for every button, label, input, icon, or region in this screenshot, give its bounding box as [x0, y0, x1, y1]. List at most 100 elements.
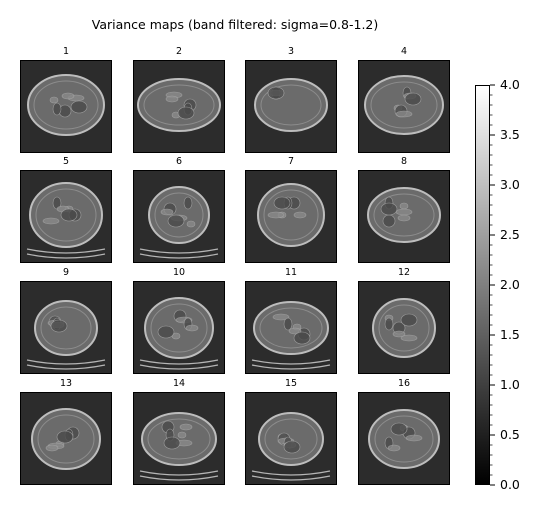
body-outline [141, 412, 217, 466]
tissue-texture [143, 84, 215, 126]
table-edge [26, 248, 106, 254]
body-outline [364, 75, 444, 135]
colorbar-tick-label: 2.0 [500, 277, 520, 292]
colorbar-tick-label: 3.5 [500, 127, 520, 142]
tissue-texture [150, 303, 208, 353]
variance-map-image [358, 281, 450, 374]
organ-texture [272, 313, 290, 321]
variance-map-panel: 8 [358, 156, 450, 263]
tissue-texture [264, 418, 318, 460]
variance-map-image [20, 281, 112, 374]
variance-map-image [245, 281, 337, 374]
panel-title: 12 [397, 267, 411, 278]
organ-texture [167, 214, 185, 228]
body-outline [368, 409, 440, 469]
organ-texture [405, 434, 423, 442]
organ-texture [293, 331, 311, 345]
organ-texture [50, 319, 68, 333]
tissue-texture [374, 415, 434, 463]
table-edge [251, 470, 331, 476]
organ-texture [395, 208, 413, 216]
variance-map-image [133, 392, 225, 485]
colorbar-tick-label: 3.0 [500, 177, 520, 192]
organ-texture [179, 423, 193, 431]
tissue-texture [378, 304, 430, 352]
table-edge [251, 359, 331, 365]
tissue-texture [35, 188, 97, 242]
variance-map-image [133, 60, 225, 153]
table-edge [139, 364, 219, 370]
colorbar-tick-label: 0.0 [500, 477, 520, 492]
panel-title: 7 [287, 156, 295, 167]
organ-texture [404, 92, 422, 106]
colorbar-tick-label: 0.5 [500, 427, 520, 442]
organ-texture [165, 95, 179, 103]
variance-map-panel: 14 [133, 378, 225, 485]
organ-texture [56, 430, 74, 444]
panel-title: 4 [400, 46, 408, 57]
table-edge [26, 364, 106, 370]
variance-map-panel: 2 [133, 46, 225, 153]
table-edge [139, 359, 219, 365]
variance-map-image [358, 60, 450, 153]
colorbar [475, 85, 490, 485]
tissue-texture [33, 80, 99, 130]
organ-texture [45, 444, 59, 452]
tissue-texture [147, 418, 211, 460]
panel-title: 16 [397, 378, 411, 389]
tissue-texture [40, 306, 92, 350]
organ-texture [60, 208, 78, 222]
table-edge [139, 470, 219, 476]
colorbar-tick-label: 2.5 [500, 227, 520, 242]
colorbar-tick-label: 4.0 [500, 77, 520, 92]
variance-map-image [20, 170, 112, 263]
table-edge [139, 248, 219, 254]
variance-map-image [245, 170, 337, 263]
table-edge [251, 475, 331, 481]
variance-map-image [358, 392, 450, 485]
panel-title: 11 [284, 267, 298, 278]
organ-texture [157, 325, 175, 339]
variance-map-image [245, 392, 337, 485]
panel-title: 8 [400, 156, 408, 167]
variance-map-image [245, 60, 337, 153]
body-outline [144, 297, 214, 359]
organ-texture [387, 444, 401, 452]
organ-texture [384, 317, 394, 331]
tissue-texture [259, 307, 323, 349]
variance-map-panel: 4 [358, 46, 450, 153]
variance-map-panel: 15 [245, 378, 337, 485]
organ-texture [392, 330, 406, 338]
variance-map-panel: 16 [358, 378, 450, 485]
panel-title: 9 [62, 267, 70, 278]
variance-map-panel: 7 [245, 156, 337, 263]
organ-texture [52, 102, 62, 116]
tissue-texture [37, 414, 95, 464]
organ-texture [399, 202, 409, 210]
organ-texture [293, 211, 307, 219]
organ-texture [49, 96, 59, 104]
table-edge [139, 475, 219, 481]
tissue-texture [260, 84, 322, 126]
variance-map-image [20, 60, 112, 153]
tissue-texture [154, 192, 204, 238]
organ-texture [61, 92, 75, 100]
table-edge [26, 359, 106, 365]
organ-texture [283, 440, 301, 454]
table-edge [251, 364, 331, 370]
organ-texture [163, 436, 181, 450]
organ-texture [186, 220, 196, 228]
variance-map-image [358, 170, 450, 263]
body-outline [137, 78, 221, 132]
panel-title: 14 [172, 378, 186, 389]
variance-map-panel: 6 [133, 156, 225, 263]
organ-texture [400, 313, 418, 327]
organ-texture [397, 214, 411, 222]
organ-texture [395, 110, 413, 118]
panel-title: 1 [62, 46, 70, 57]
variance-map-image [133, 281, 225, 374]
organ-texture [267, 211, 285, 219]
variance-map-panel: 12 [358, 267, 450, 374]
body-outline [257, 183, 325, 247]
organ-texture [283, 317, 293, 331]
